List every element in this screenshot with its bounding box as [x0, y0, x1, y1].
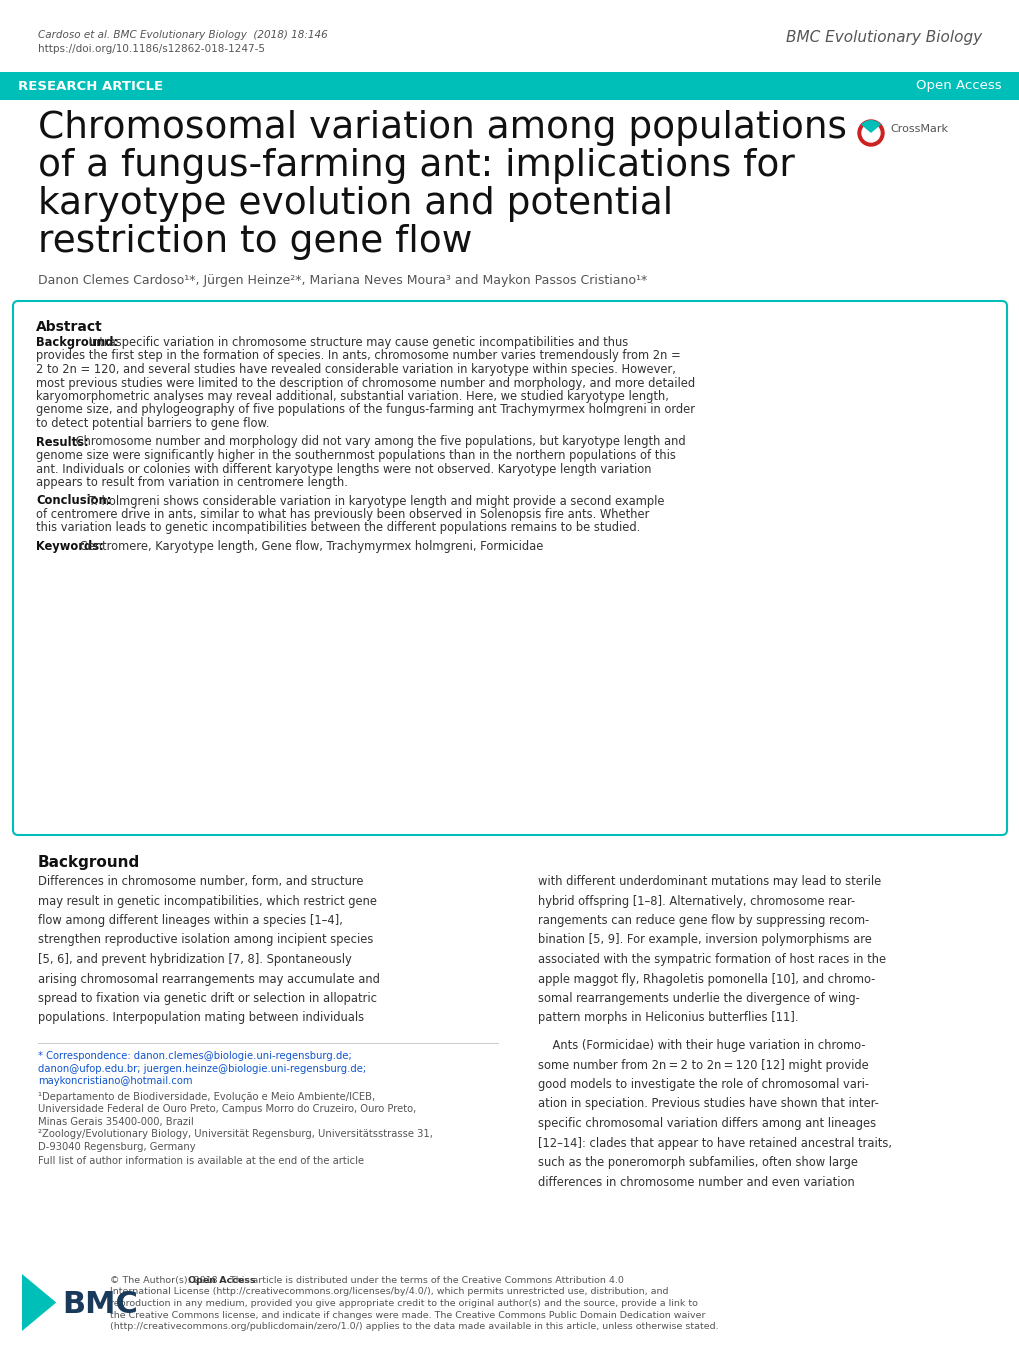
Text: T. holmgreni shows considerable variation in karyotype length and might provide : T. holmgreni shows considerable variatio…	[86, 495, 664, 508]
Text: good models to investigate the role of chromosomal vari-: good models to investigate the role of c…	[537, 1079, 868, 1091]
Text: bination [5, 9]. For example, inversion polymorphisms are: bination [5, 9]. For example, inversion …	[537, 934, 871, 947]
Text: D-93040 Regensburg, Germany: D-93040 Regensburg, Germany	[38, 1141, 196, 1152]
Text: (http://creativecommons.org/publicdomain/zero/1.0/) applies to the data made ava: (http://creativecommons.org/publicdomain…	[110, 1322, 718, 1331]
FancyBboxPatch shape	[13, 301, 1006, 835]
Text: ant. Individuals or colonies with different karyotype lengths were not observed.: ant. Individuals or colonies with differ…	[36, 462, 651, 476]
Bar	[0, 72, 1019, 100]
Text: genome size, and phylogeography of five populations of the fungus-farming ant Tr: genome size, and phylogeography of five …	[36, 404, 694, 416]
Text: reproduction in any medium, provided you give appropriate credit to the original: reproduction in any medium, provided you…	[110, 1299, 697, 1308]
Text: Danon Clemes Cardoso¹*, Jürgen Heinze²*, Mariana Neves Moura³ and Maykon Passos : Danon Clemes Cardoso¹*, Jürgen Heinze²*,…	[38, 274, 647, 287]
Text: Chromosomal variation among populations: Chromosomal variation among populations	[38, 110, 846, 146]
Text: to detect potential barriers to gene flow.: to detect potential barriers to gene flo…	[36, 417, 269, 430]
Text: most previous studies were limited to the description of chromosome number and m: most previous studies were limited to th…	[36, 377, 694, 389]
Text: BMC: BMC	[62, 1290, 138, 1318]
Text: hybrid offspring [1–8]. Alternatively, chromosome rear-: hybrid offspring [1–8]. Alternatively, c…	[537, 894, 854, 908]
Text: such as the poneromorph subfamilies, often show large: such as the poneromorph subfamilies, oft…	[537, 1156, 857, 1169]
Text: appears to result from variation in centromere length.: appears to result from variation in cent…	[36, 476, 347, 489]
Text: Cardoso et al. BMC Evolutionary Biology  (2018) 18:146: Cardoso et al. BMC Evolutionary Biology …	[38, 30, 327, 41]
Text: karyomorphometric analyses may reveal additional, substantial variation. Here, w: karyomorphometric analyses may reveal ad…	[36, 390, 668, 402]
Text: Minas Gerais 35400-000, Brazil: Minas Gerais 35400-000, Brazil	[38, 1117, 194, 1126]
Text: flow among different lineages within a species [1–4],: flow among different lineages within a s…	[38, 915, 342, 927]
Text: some number from 2n = 2 to 2n = 120 [12] might provide: some number from 2n = 2 to 2n = 120 [12]…	[537, 1058, 868, 1072]
Text: genome size were significantly higher in the southernmost populations than in th: genome size were significantly higher in…	[36, 449, 676, 462]
Polygon shape	[22, 1274, 56, 1331]
Text: 2 to 2n = 120, and several studies have revealed considerable variation in karyo: 2 to 2n = 120, and several studies have …	[36, 363, 676, 375]
Text: danon@ufop.edu.br; juergen.heinze@biologie.uni-regensburg.de;: danon@ufop.edu.br; juergen.heinze@biolog…	[38, 1064, 366, 1073]
Text: karyotype evolution and potential: karyotype evolution and potential	[38, 186, 673, 222]
Circle shape	[861, 125, 879, 142]
Text: ation in speciation. Previous studies have shown that inter-: ation in speciation. Previous studies ha…	[537, 1098, 878, 1111]
Text: specific chromosomal variation differs among ant lineages: specific chromosomal variation differs a…	[537, 1117, 875, 1130]
Text: Abstract: Abstract	[36, 320, 103, 333]
Text: of a fungus-farming ant: implications for: of a fungus-farming ant: implications fo…	[38, 148, 794, 184]
Text: associated with the sympatric formation of host races in the: associated with the sympatric formation …	[537, 953, 886, 966]
Text: Centromere, Karyotype length, Gene flow, Trachymyrmex holmgreni, Formicidae: Centromere, Karyotype length, Gene flow,…	[76, 541, 543, 553]
Text: Background:: Background:	[36, 336, 118, 350]
Text: rangements can reduce gene flow by suppressing recom-: rangements can reduce gene flow by suppr…	[537, 915, 868, 927]
Text: International License (http://creativecommons.org/licenses/by/4.0/), which permi: International License (http://creativeco…	[110, 1287, 667, 1297]
Bar	[18, 1270, 282, 1335]
Text: Open Access: Open Access	[915, 80, 1001, 92]
Circle shape	[857, 121, 883, 146]
Text: this variation leads to genetic incompatibilities between the different populati: this variation leads to genetic incompat…	[36, 522, 640, 534]
Text: CrossMark: CrossMark	[890, 125, 947, 134]
Text: of centromere drive in ants, similar to what has previously been observed in Sol: of centromere drive in ants, similar to …	[36, 508, 649, 522]
Text: Background: Background	[38, 855, 141, 870]
Text: provides the first step in the formation of species. In ants, chromosome number : provides the first step in the formation…	[36, 350, 680, 363]
Text: Keywords:: Keywords:	[36, 541, 104, 553]
Text: with different underdominant mutations may lead to sterile: with different underdominant mutations m…	[537, 875, 880, 888]
Text: * Correspondence: danon.clemes@biologie.uni-regensburg.de;: * Correspondence: danon.clemes@biologie.…	[38, 1051, 352, 1061]
Text: maykoncristiano@hotmail.com: maykoncristiano@hotmail.com	[38, 1076, 193, 1085]
Text: Results:: Results:	[36, 435, 89, 449]
Text: RESEARCH ARTICLE: RESEARCH ARTICLE	[18, 80, 163, 92]
Text: the Creative Commons license, and indicate if changes were made. The Creative Co: the Creative Commons license, and indica…	[110, 1310, 705, 1320]
Text: arising chromosomal rearrangements may accumulate and: arising chromosomal rearrangements may a…	[38, 973, 379, 985]
Text: [12–14]: clades that appear to have retained ancestral traits,: [12–14]: clades that appear to have reta…	[537, 1137, 892, 1149]
Text: BMC Evolutionary Biology: BMC Evolutionary Biology	[785, 30, 981, 45]
Text: Intraspecific variation in chromosome structure may cause genetic incompatibilit: Intraspecific variation in chromosome st…	[86, 336, 628, 350]
Text: somal rearrangements underlie the divergence of wing-: somal rearrangements underlie the diverg…	[537, 992, 859, 1005]
Text: https://doi.org/10.1186/s12862-018-1247-5: https://doi.org/10.1186/s12862-018-1247-…	[38, 43, 265, 54]
Text: Conclusion:: Conclusion:	[36, 495, 111, 508]
Text: ¹Departamento de Biodiversidade, Evolução e Meio Ambiente/ICEB,: ¹Departamento de Biodiversidade, Evoluçã…	[38, 1092, 375, 1102]
Text: pattern morphs in Heliconius butterflies [11].: pattern morphs in Heliconius butterflies…	[537, 1011, 798, 1024]
Text: spread to fixation via genetic drift or selection in allopatric: spread to fixation via genetic drift or …	[38, 992, 377, 1005]
Text: Universidade Federal de Ouro Preto, Campus Morro do Cruzeiro, Ouro Preto,: Universidade Federal de Ouro Preto, Camp…	[38, 1104, 416, 1114]
Text: populations. Interpopulation mating between individuals: populations. Interpopulation mating betw…	[38, 1011, 364, 1024]
Text: [5, 6], and prevent hybridization [7, 8]. Spontaneously: [5, 6], and prevent hybridization [7, 8]…	[38, 953, 352, 966]
Text: © The Author(s). 2018: © The Author(s). 2018	[110, 1276, 220, 1285]
Text: strengthen reproductive isolation among incipient species: strengthen reproductive isolation among …	[38, 934, 373, 947]
Text: may result in genetic incompatibilities, which restrict gene: may result in genetic incompatibilities,…	[38, 894, 377, 908]
Wedge shape	[860, 121, 880, 133]
Text: ²Zoology/Evolutionary Biology, Universität Regensburg, Universitätsstrasse 31,: ²Zoology/Evolutionary Biology, Universit…	[38, 1129, 432, 1140]
Text: differences in chromosome number and even variation: differences in chromosome number and eve…	[537, 1176, 854, 1188]
Text: Ants (Formicidae) with their huge variation in chromo-: Ants (Formicidae) with their huge variat…	[537, 1039, 865, 1051]
Text: Differences in chromosome number, form, and structure: Differences in chromosome number, form, …	[38, 875, 363, 888]
Text: apple maggot fly, Rhagoletis pomonella [10], and chromo-: apple maggot fly, Rhagoletis pomonella […	[537, 973, 874, 985]
Text: Chromosome number and morphology did not vary among the five populations, but ka: Chromosome number and morphology did not…	[71, 435, 685, 449]
Text: Open Access: Open Access	[187, 1276, 255, 1285]
Text: restriction to gene flow: restriction to gene flow	[38, 224, 472, 260]
Text: Full list of author information is available at the end of the article: Full list of author information is avail…	[38, 1156, 364, 1167]
Text: This article is distributed under the terms of the Creative Commons Attribution : This article is distributed under the te…	[226, 1276, 623, 1285]
